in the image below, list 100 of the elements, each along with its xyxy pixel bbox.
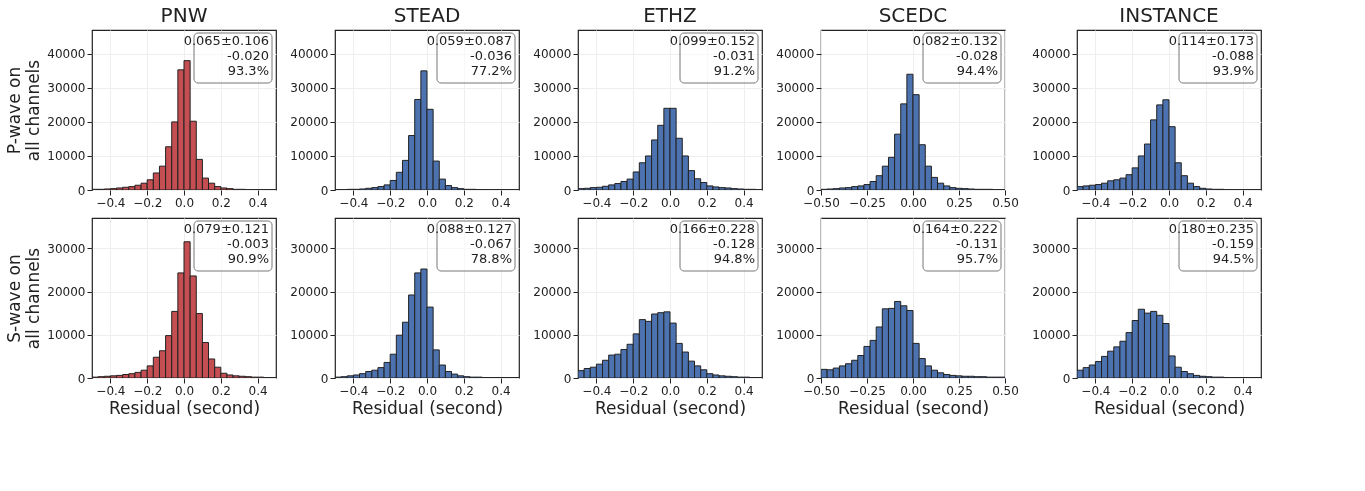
x-tick-label: −0.4 xyxy=(582,383,612,398)
x-tick-label: 0.25 xyxy=(946,383,973,398)
y-tick-label: 0 xyxy=(320,371,329,386)
y-axis-title: P-wave on all channels xyxy=(4,59,44,162)
y-tick-label: 40000 xyxy=(776,47,815,62)
annotation: 0.082±0.132 xyxy=(912,33,998,48)
annotation: 0.059±0.087 xyxy=(426,33,512,48)
annotation: 77.2% xyxy=(470,63,512,78)
y-tick-label: 40000 xyxy=(533,47,572,62)
annotation: 94.5% xyxy=(1212,251,1254,266)
x-tick-label: −0.2 xyxy=(1118,383,1148,398)
x-tick-label: 0.0 xyxy=(174,195,195,210)
annotation: 0.166±0.228 xyxy=(669,221,755,236)
annotation: -0.088 xyxy=(1212,48,1254,63)
y-tick-label: 40000 xyxy=(1032,47,1071,62)
annotation: 0.180±0.235 xyxy=(1168,221,1254,236)
chart-title: SCEDC xyxy=(878,3,948,27)
x-tick-label: 0.00 xyxy=(900,383,927,398)
y-tick-label: 10000 xyxy=(776,149,815,164)
y-axis-title: S-wave on all channels xyxy=(4,247,44,350)
y-tick-label: 0 xyxy=(563,371,572,386)
y-tick-label: 20000 xyxy=(533,115,572,130)
annotation: 0.065±0.106 xyxy=(183,33,269,48)
annotation: 93.9% xyxy=(1212,63,1254,78)
y-tick-label: 0 xyxy=(563,183,572,198)
y-tick-label: 10000 xyxy=(1032,328,1071,343)
y-tick-label: 20000 xyxy=(47,285,86,300)
annotation: -0.003 xyxy=(227,236,269,251)
x-tick-label: 0.2 xyxy=(1196,195,1216,210)
chart-title: ETHZ xyxy=(643,3,697,27)
annotation: 91.2% xyxy=(713,63,755,78)
annotation: -0.067 xyxy=(470,236,512,251)
chart-title: INSTANCE xyxy=(1119,3,1219,27)
y-tick-label: 30000 xyxy=(290,81,329,96)
y-tick-label: 0 xyxy=(806,183,815,198)
x-tick-label: −0.2 xyxy=(133,195,163,210)
annotation: 0.099±0.152 xyxy=(669,33,755,48)
x-tick-label: 0.50 xyxy=(992,195,1019,210)
annotation: -0.128 xyxy=(713,236,755,251)
x-tick-label: 0.0 xyxy=(1159,195,1180,210)
y-tick-label: 30000 xyxy=(1032,81,1071,96)
annotation: 0.079±0.121 xyxy=(183,221,269,236)
annotation: -0.131 xyxy=(956,236,998,251)
x-tick-label: 0.2 xyxy=(211,195,231,210)
x-tick-label: −0.25 xyxy=(849,195,886,210)
y-tick-label: 30000 xyxy=(47,81,86,96)
y-tick-label: 20000 xyxy=(47,115,86,130)
annotation: -0.036 xyxy=(470,48,512,63)
y-tick-label: 10000 xyxy=(533,149,572,164)
x-tick-label: −0.4 xyxy=(1081,383,1111,398)
annotation: -0.028 xyxy=(956,48,998,63)
y-tick-label: 20000 xyxy=(533,285,572,300)
x-tick-label: −0.4 xyxy=(96,383,126,398)
y-tick-label: 30000 xyxy=(533,81,572,96)
annotation: 0.114±0.173 xyxy=(1168,33,1254,48)
x-tick-label: 0.2 xyxy=(697,195,717,210)
y-tick-label: 20000 xyxy=(290,115,329,130)
annotation: 94.8% xyxy=(713,251,755,266)
y-tick-label: 10000 xyxy=(290,328,329,343)
annotation: -0.159 xyxy=(1212,236,1254,251)
y-tick-label: 30000 xyxy=(47,241,86,256)
x-tick-label: 0.0 xyxy=(417,383,438,398)
x-axis-title: Residual (second) xyxy=(594,397,747,418)
x-tick-label: 0.2 xyxy=(1196,383,1216,398)
annotation: -0.020 xyxy=(227,48,269,63)
y-tick-label: 0 xyxy=(320,183,329,198)
y-tick-label: 10000 xyxy=(776,328,815,343)
x-tick-label: 0.0 xyxy=(660,383,681,398)
y-tick-label: 30000 xyxy=(776,241,815,256)
x-tick-label: −0.2 xyxy=(133,383,163,398)
annotation: 93.3% xyxy=(227,63,269,78)
annotation: -0.031 xyxy=(713,48,755,63)
annotation: 95.7% xyxy=(956,251,998,266)
x-tick-label: −0.4 xyxy=(1081,195,1111,210)
annotation: 94.4% xyxy=(956,63,998,78)
y-tick-label: 0 xyxy=(1062,183,1071,198)
x-tick-label: 0.4 xyxy=(491,195,511,210)
x-tick-label: 0.0 xyxy=(417,195,438,210)
y-tick-label: 0 xyxy=(1062,371,1071,386)
x-tick-label: −0.4 xyxy=(339,195,369,210)
chart-title: PNW xyxy=(160,3,208,27)
x-axis-title: Residual (second) xyxy=(351,397,504,418)
x-tick-label: 0.0 xyxy=(1159,383,1180,398)
y-tick-label: 0 xyxy=(77,371,86,386)
y-tick-label: 40000 xyxy=(47,47,86,62)
x-tick-label: 0.4 xyxy=(1233,383,1253,398)
x-tick-label: −0.2 xyxy=(376,195,406,210)
x-tick-label: 0.0 xyxy=(174,383,195,398)
x-tick-label: 0.2 xyxy=(454,383,474,398)
x-tick-label: −0.2 xyxy=(619,383,649,398)
annotation: 78.8% xyxy=(470,251,512,266)
y-tick-label: 20000 xyxy=(776,285,815,300)
x-tick-label: −0.25 xyxy=(849,383,886,398)
x-axis-title: Residual (second) xyxy=(1093,397,1246,418)
y-tick-label: 10000 xyxy=(47,149,86,164)
y-tick-label: 30000 xyxy=(533,241,572,256)
x-tick-label: 0.4 xyxy=(248,195,268,210)
x-axis-title: Residual (second) xyxy=(837,397,990,418)
y-tick-label: 0 xyxy=(806,371,815,386)
x-tick-label: 0.4 xyxy=(248,383,268,398)
